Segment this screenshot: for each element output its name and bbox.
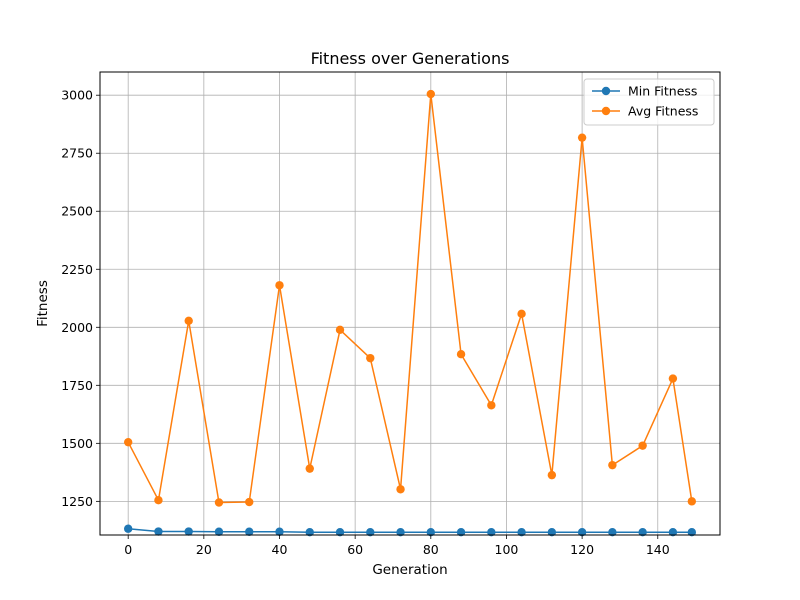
- grid-layer: [100, 72, 720, 535]
- data-point: [154, 527, 163, 536]
- data-point: [517, 309, 526, 319]
- data-point: [547, 528, 557, 537]
- ticks-layer: 0 20 40 60 80 100 120 140 1250 1500 1750 2000 2250 25…: [61, 88, 670, 557]
- data-point: [517, 528, 526, 537]
- legend-label: Min Fitness: [628, 84, 697, 99]
- chart-title: Fitness over Generations: [311, 49, 510, 68]
- data-point: [275, 527, 284, 536]
- data-point: [245, 527, 254, 536]
- x-tick-label: 20: [196, 542, 212, 557]
- data-point: [366, 528, 375, 537]
- legend-entry: Min Fitness: [592, 84, 697, 99]
- data-point: [487, 401, 496, 410]
- data-point: [668, 374, 678, 383]
- x-tick-label: 140: [646, 542, 670, 557]
- data-point: [396, 485, 405, 494]
- data-point: [214, 527, 224, 536]
- data-point: [366, 353, 375, 363]
- y-tick-label: 3000: [61, 88, 93, 103]
- series-layer: [123, 89, 697, 537]
- y-tick-label: 1500: [61, 436, 93, 451]
- x-tick-label: 60: [347, 542, 363, 557]
- data-point: [487, 528, 496, 537]
- y-tick-label: 2750: [61, 146, 93, 161]
- data-point: [154, 495, 163, 505]
- legend-label: Avg Fitness: [628, 104, 698, 119]
- data-point: [638, 441, 647, 450]
- y-tick-label: 2500: [61, 204, 93, 219]
- data-point: [123, 437, 133, 447]
- data-point: [426, 528, 436, 537]
- data-point: [638, 528, 647, 537]
- data-point: [547, 470, 557, 480]
- y-tick-label: 2250: [61, 262, 93, 277]
- data-point: [577, 133, 587, 142]
- data-point: [245, 497, 254, 507]
- data-point: [456, 350, 466, 359]
- data-point: [123, 524, 133, 533]
- series-avg-fitness: [123, 89, 697, 507]
- data-point: [456, 528, 466, 537]
- legend-swatch-marker: [601, 86, 611, 96]
- series-line: [127, 93, 693, 504]
- x-tick-label: 80: [423, 542, 439, 557]
- data-point: [305, 528, 314, 537]
- data-point: [184, 527, 193, 536]
- plot-frame: [99, 71, 721, 536]
- y-axis-title: Fitness: [35, 280, 51, 327]
- y-tick-label: 2000: [61, 320, 93, 335]
- x-tick-label: 40: [272, 542, 288, 557]
- y-tick-label: 1750: [61, 378, 93, 393]
- data-point: [687, 497, 697, 506]
- legend-entries: Min Fitness Avg Fitness: [592, 84, 698, 119]
- series-line: [128, 527, 692, 533]
- data-point: [608, 528, 617, 537]
- y-tick-label: 1250: [61, 494, 93, 509]
- legend: Min Fitness Avg Fitness: [583, 78, 715, 126]
- data-point: [305, 464, 314, 473]
- x-tick-label: 0: [124, 542, 132, 557]
- data-point: [687, 528, 697, 537]
- data-point: [396, 528, 405, 537]
- legend-entry: Avg Fitness: [592, 104, 698, 119]
- data-point: [426, 89, 436, 99]
- data-point: [335, 325, 345, 335]
- data-point: [577, 528, 587, 537]
- data-point: [608, 460, 617, 470]
- x-tick-label: 100: [495, 542, 519, 557]
- data-point: [184, 316, 193, 325]
- legend-swatch-marker: [601, 106, 611, 116]
- data-point: [275, 281, 284, 290]
- x-axis-title: Generation: [372, 562, 447, 578]
- data-point: [214, 498, 224, 507]
- series-min-fitness: [123, 524, 697, 537]
- data-point: [668, 528, 678, 537]
- data-point: [335, 528, 345, 537]
- x-tick-label: 120: [570, 542, 594, 557]
